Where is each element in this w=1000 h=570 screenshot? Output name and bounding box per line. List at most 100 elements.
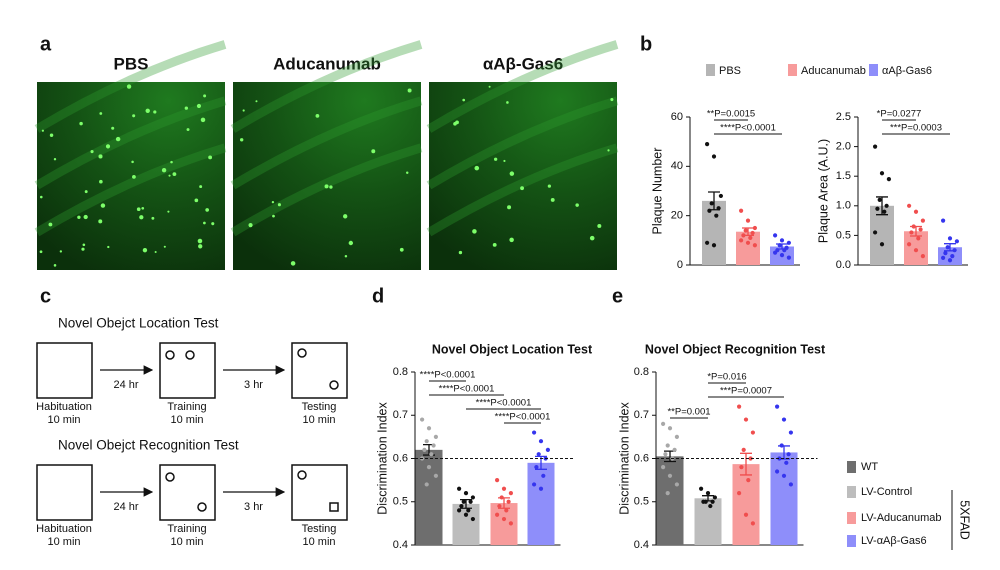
data-point bbox=[743, 512, 749, 517]
bar bbox=[490, 503, 518, 545]
data-point bbox=[499, 495, 504, 500]
y-tick-label: 1.5 bbox=[836, 170, 851, 182]
step-duration: 10 min bbox=[47, 536, 80, 548]
legend-label: LV-αAβ-Gas6 bbox=[861, 535, 927, 547]
step-duration: 10 min bbox=[302, 414, 335, 426]
data-point bbox=[538, 486, 544, 491]
panel-label: d bbox=[372, 285, 384, 307]
data-point bbox=[495, 512, 500, 517]
plaque-spot bbox=[81, 247, 85, 251]
data-point bbox=[457, 508, 462, 513]
test-title: Novel Obejct Location Test bbox=[58, 316, 219, 331]
data-point bbox=[873, 144, 878, 149]
legend-label: LV-Aducanumab bbox=[861, 512, 942, 524]
data-point bbox=[424, 439, 429, 444]
plaque-spot bbox=[53, 158, 57, 161]
significance-label: ****P<0.0001 bbox=[476, 398, 532, 409]
data-point bbox=[495, 478, 500, 483]
data-point bbox=[750, 230, 755, 236]
step-duration: 10 min bbox=[170, 414, 203, 426]
data-point bbox=[781, 473, 787, 478]
data-point bbox=[661, 465, 666, 470]
plaque-spot bbox=[272, 214, 275, 218]
bar bbox=[770, 452, 798, 545]
y-tick-label: 60 bbox=[671, 111, 683, 123]
data-point bbox=[913, 248, 919, 253]
plaque-spot bbox=[203, 94, 207, 98]
plaque-spot bbox=[100, 203, 106, 208]
bar bbox=[736, 231, 760, 265]
data-point bbox=[781, 417, 787, 422]
data-point bbox=[424, 482, 429, 487]
legend-label: Aducanumab bbox=[801, 65, 866, 77]
plaque-spot bbox=[39, 195, 43, 199]
data-point bbox=[433, 434, 438, 439]
data-point bbox=[775, 469, 780, 474]
data-point bbox=[420, 417, 425, 422]
plaque-spot bbox=[575, 203, 579, 207]
y-tick-label: 0.5 bbox=[393, 496, 408, 508]
data-point bbox=[886, 177, 892, 182]
data-point bbox=[941, 255, 946, 260]
plaque-spot bbox=[329, 185, 333, 189]
plaque-spot bbox=[49, 133, 54, 137]
legend-label: LV-Control bbox=[861, 486, 912, 498]
legend-label: PBS bbox=[719, 65, 741, 77]
step-duration: 10 min bbox=[170, 536, 203, 548]
data-point bbox=[782, 248, 787, 253]
plaque-spot bbox=[492, 242, 497, 247]
plaque-spot bbox=[462, 98, 466, 102]
panel-label: a bbox=[40, 33, 52, 55]
plaque-spot bbox=[141, 206, 145, 210]
arena bbox=[36, 342, 93, 399]
plaque-spot bbox=[509, 237, 514, 243]
data-point bbox=[918, 227, 923, 232]
data-point bbox=[750, 430, 756, 435]
arena bbox=[159, 464, 216, 521]
plaque-spot bbox=[610, 98, 614, 102]
data-point bbox=[773, 250, 778, 255]
step-label: Testing bbox=[302, 401, 337, 413]
data-point bbox=[710, 499, 715, 504]
step-label: Habituation bbox=[36, 401, 92, 413]
data-point bbox=[737, 491, 742, 496]
data-point bbox=[709, 201, 714, 206]
plaque-spot bbox=[90, 150, 94, 154]
plaque-spot bbox=[41, 129, 44, 132]
data-point bbox=[711, 243, 717, 248]
plaque-spot bbox=[371, 149, 376, 154]
plaque-spot bbox=[99, 179, 103, 184]
data-point bbox=[743, 228, 748, 233]
tissue-band bbox=[34, 143, 227, 237]
data-point bbox=[501, 516, 507, 522]
plaque-spot bbox=[205, 208, 210, 212]
object bbox=[185, 350, 195, 360]
data-point bbox=[508, 491, 513, 496]
panel-label: b bbox=[640, 33, 652, 55]
data-point bbox=[466, 508, 471, 513]
significance-label: ****P<0.0001 bbox=[720, 123, 776, 134]
arena bbox=[159, 342, 216, 399]
data-point bbox=[504, 508, 509, 513]
data-point bbox=[779, 238, 785, 243]
data-point bbox=[457, 486, 462, 491]
data-point bbox=[882, 209, 887, 214]
arena bbox=[36, 464, 93, 521]
legend-label: WT bbox=[861, 461, 878, 473]
plaque-spot bbox=[145, 108, 150, 114]
plaque-spot bbox=[211, 222, 215, 226]
plaque-spot bbox=[407, 88, 412, 93]
plaque-spot bbox=[132, 174, 136, 179]
interval-label: 3 hr bbox=[244, 501, 263, 513]
plaque-spot bbox=[84, 190, 88, 194]
step-duration: 10 min bbox=[47, 414, 80, 426]
legend-swatch bbox=[847, 461, 856, 473]
plaque-spot bbox=[99, 112, 103, 115]
plaque-spot bbox=[170, 160, 173, 164]
legend-swatch bbox=[847, 512, 856, 524]
data-point bbox=[708, 503, 713, 509]
plaque-spot bbox=[550, 197, 555, 202]
data-point bbox=[779, 253, 785, 258]
data-point bbox=[745, 218, 751, 223]
data-point bbox=[913, 209, 919, 214]
